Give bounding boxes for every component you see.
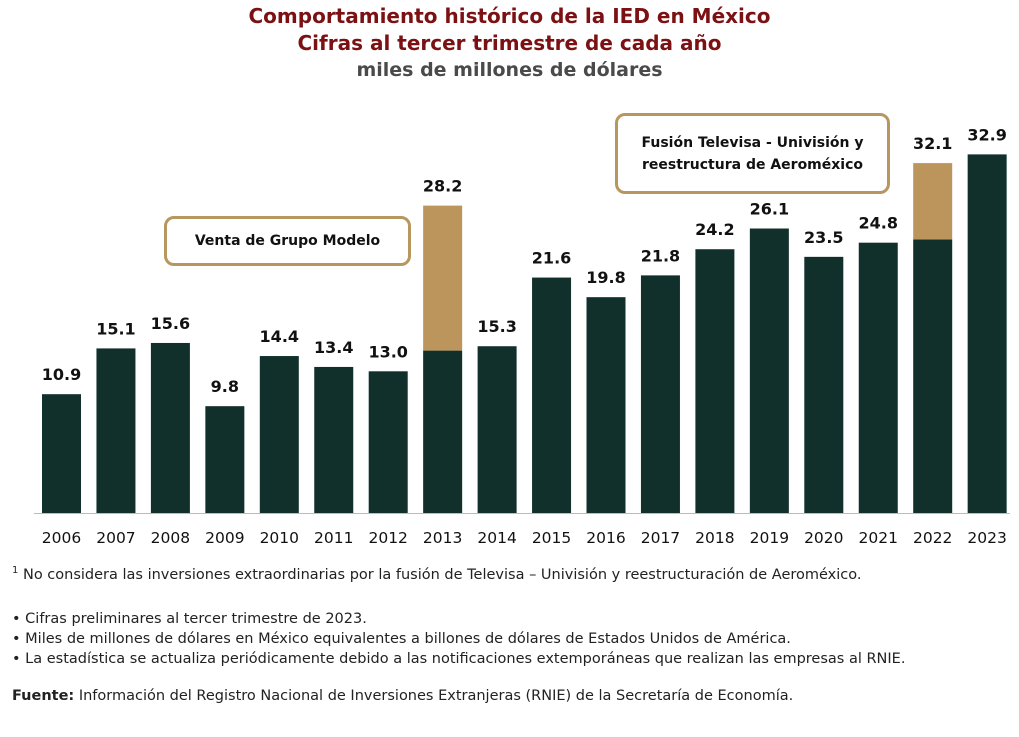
bar-2009 <box>205 406 245 513</box>
bar-2022 <box>913 239 953 513</box>
source: Fuente: Información del Registro Naciona… <box>12 688 793 704</box>
bar-2019 <box>749 228 789 513</box>
data-label-2014: 15.3 <box>477 317 516 336</box>
footnote-mark: 1 <box>12 565 19 576</box>
data-label-2019: 26.1 <box>750 200 789 219</box>
bullet-3: • La estadística se actualiza periódicam… <box>12 651 906 667</box>
annotation-televisa: Fusión Televisa - Univisión y reestructur… <box>615 113 890 194</box>
data-label-2007: 15.1 <box>96 319 135 338</box>
bar-2020 <box>804 256 844 513</box>
bullet-text: La estadística se actualiza periódicamen… <box>25 651 906 667</box>
bar-2010 <box>259 356 299 513</box>
data-label-2013: 28.2 <box>423 177 462 196</box>
bullet-2: • Miles de millones de dólares en México… <box>12 631 791 647</box>
bullet-1: • Cifras preliminares al tercer trimestr… <box>12 611 367 627</box>
x-tick-2022: 2022 <box>913 529 952 547</box>
bar-2006 <box>42 394 81 513</box>
source-text: Información del Registro Nacional de Inv… <box>74 688 794 704</box>
bar-2013-extraordinary <box>423 205 463 351</box>
x-tick-2017: 2017 <box>641 529 680 547</box>
data-label-2020: 23.5 <box>804 228 843 247</box>
bar-2012 <box>368 371 408 513</box>
data-label-2015: 21.6 <box>532 249 571 268</box>
footnote-text: No considera las inversiones extraordina… <box>18 566 862 583</box>
x-tick-2008: 2008 <box>151 529 190 547</box>
bar-2022-extraordinary <box>913 163 953 240</box>
data-label-2021: 24.8 <box>859 214 898 233</box>
x-tick-2009: 2009 <box>205 529 244 547</box>
bullet-text: Cifras preliminares al tercer trimestre … <box>25 611 367 627</box>
bar-2007 <box>96 348 136 513</box>
x-tick-2018: 2018 <box>695 529 734 547</box>
chart-unit: miles de millones de dólares <box>356 59 663 81</box>
x-tick-2016: 2016 <box>586 529 625 547</box>
bar-2013 <box>423 350 463 513</box>
bar-2021 <box>858 242 898 513</box>
bar-2016 <box>586 297 626 513</box>
x-tick-2011: 2011 <box>314 529 353 547</box>
x-tick-2015: 2015 <box>532 529 571 547</box>
annotation-text-line1: Fusión Televisa - Univisión y <box>641 134 864 151</box>
bar-2008 <box>150 342 190 513</box>
x-tick-2021: 2021 <box>859 529 898 547</box>
x-tick-2007: 2007 <box>96 529 135 547</box>
data-label-2008: 15.6 <box>151 314 190 333</box>
bar-2011 <box>314 366 354 513</box>
x-tick-2023: 2023 <box>967 529 1006 547</box>
bar-2014 <box>477 346 517 513</box>
chart-subtitle: Cifras al tercer trimestre de cada año <box>297 31 722 55</box>
annotation-text: Venta de Grupo Modelo <box>194 233 381 249</box>
chart-title: Comportamiento histórico de la IED en Mé… <box>248 4 771 28</box>
x-tick-2006: 2006 <box>42 529 81 547</box>
data-label-2011: 13.4 <box>314 338 353 357</box>
data-label-2022: 32.1 <box>913 134 952 153</box>
data-label-2012: 13.0 <box>368 342 407 361</box>
footnote: 1 No considera las inversiones extraordi… <box>12 565 862 583</box>
data-label-2006: 10.9 <box>42 365 81 384</box>
bullet-text: Miles de millones de dólares en México e… <box>25 631 791 647</box>
data-label-2023: 32.9 <box>967 125 1006 144</box>
bar-2018 <box>695 249 735 513</box>
x-tick-2020: 2020 <box>804 529 843 547</box>
bar-2023 <box>967 154 1007 513</box>
data-label-2017: 21.8 <box>641 246 680 265</box>
data-label-2018: 24.2 <box>695 220 734 239</box>
bar-2015 <box>532 277 572 513</box>
annotation-grupo-modelo: Venta de Grupo Modelo <box>164 216 411 266</box>
annotation-text-line2: reestructura de Aeroméxico <box>641 156 864 173</box>
bar-chart: 10.9 2006 15.1 2007 15.6 2008 9.8 2009 14.4 2010 1… <box>34 125 1010 547</box>
data-label-2009: 9.8 <box>211 377 239 396</box>
x-tick-2013: 2013 <box>423 529 462 547</box>
x-tick-2010: 2010 <box>260 529 299 547</box>
source-label: Fuente: <box>12 688 75 704</box>
data-label-2016: 19.8 <box>586 268 625 287</box>
x-tick-2014: 2014 <box>477 529 516 547</box>
bar-2017 <box>640 275 680 513</box>
x-tick-2019: 2019 <box>750 529 789 547</box>
data-label-2010: 14.4 <box>260 327 299 346</box>
x-tick-2012: 2012 <box>368 529 407 547</box>
